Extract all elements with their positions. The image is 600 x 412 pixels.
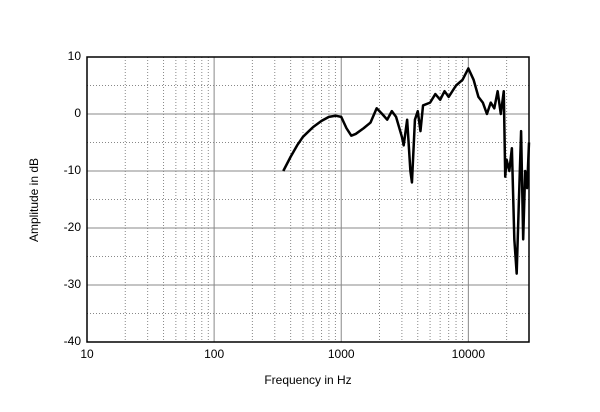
y-tick-label: -10: [64, 163, 82, 177]
y-tick-label: 0: [74, 106, 81, 120]
x-tick-label: 10: [80, 347, 94, 361]
x-tick-label: 1000: [328, 347, 355, 361]
y-tick-label: -20: [64, 220, 82, 234]
x-axis-label: Frequency in Hz: [264, 373, 351, 387]
y-tick-label: 10: [68, 49, 82, 63]
plot-frame: [86, 56, 530, 343]
y-axis-label: Amplitude in dB: [27, 158, 41, 242]
y-tick-label: -30: [64, 277, 82, 291]
plot-area: [87, 57, 529, 342]
x-tick-label: 100: [204, 347, 224, 361]
response-line: [282, 67, 531, 275]
x-tick-label: 10000: [452, 347, 486, 361]
y-tick-label: -40: [64, 334, 82, 348]
